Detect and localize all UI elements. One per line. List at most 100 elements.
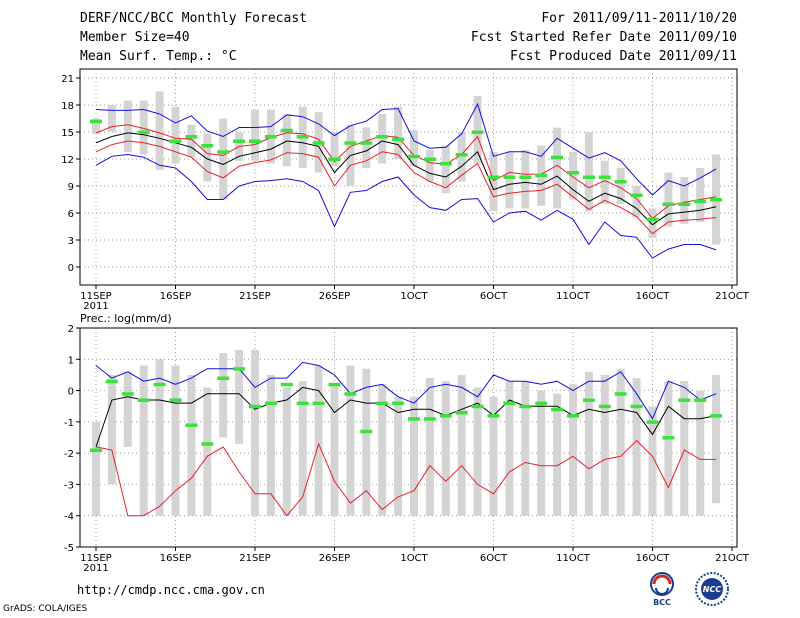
mean-marker [201, 442, 214, 446]
mean-marker [678, 202, 691, 206]
spread-box [171, 365, 180, 516]
mean-marker [169, 398, 182, 402]
x-tick-label: 16SEP [160, 553, 191, 564]
spread-box [600, 374, 609, 516]
y-tick-label: -5 [64, 543, 74, 554]
x-tick-label: 11SEP [80, 553, 111, 564]
mean-marker [662, 202, 675, 206]
x-tick-label: 1OCT [400, 553, 428, 564]
mean-marker [376, 401, 389, 406]
source-url[interactable]: http://cmdp.ncc.cma.gov.cn [77, 583, 265, 597]
y-tick-label: -1 [64, 418, 74, 429]
mean-marker [614, 180, 627, 184]
spread-box [282, 114, 291, 167]
spread-box [425, 378, 434, 516]
spread-box [569, 384, 577, 516]
spread-box [632, 186, 641, 218]
x-tick-label: 21SEP [239, 553, 270, 564]
spread-box [314, 365, 323, 516]
mean-marker [678, 398, 691, 402]
produced-date: Fcst Produced Date 2011/09/11 [510, 49, 737, 64]
x-tick-label: 11SEP [80, 291, 111, 302]
mean-marker [471, 404, 484, 409]
mean-marker [408, 417, 420, 421]
x-tick-label: 11OCT [556, 553, 591, 564]
y-tick-label: 3 [68, 236, 74, 247]
spread-box [362, 127, 371, 168]
y-tick-label: 15 [61, 128, 74, 139]
bcc-logo: BCC [650, 572, 674, 607]
ncc-logo-text: NCC [703, 585, 722, 594]
mean-marker [264, 135, 277, 139]
spread-box [378, 384, 387, 516]
spread-box [457, 374, 466, 516]
median-line [95, 386, 717, 448]
spread-box [696, 168, 705, 222]
mean-marker [598, 175, 611, 179]
spread-box [505, 381, 514, 516]
mean-marker [519, 175, 532, 179]
spread-box [664, 172, 673, 227]
mean-marker [646, 217, 659, 222]
mean-marker [439, 414, 452, 418]
forecast-period: For 2011/09/11-2011/10/20 [541, 11, 737, 26]
spread-box [107, 105, 116, 132]
x-tick-label: 26SEP [319, 291, 350, 302]
y-tick-label: -4 [64, 512, 74, 523]
spread-box [521, 150, 530, 209]
mean-marker [503, 175, 516, 179]
mean-marker [710, 198, 723, 202]
mean-marker [137, 398, 150, 402]
spread-box [219, 353, 228, 438]
spread-box [187, 124, 196, 158]
x-tick-label: 26SEP [319, 553, 350, 564]
x-tick-label: 6OCT [480, 553, 508, 564]
x-tick-label: 16OCT [636, 553, 671, 564]
mean-marker [535, 401, 548, 406]
y-tick-label: 12 [61, 155, 74, 166]
x-tick-label: 16OCT [636, 291, 671, 302]
y-tick-label: 6 [68, 209, 74, 220]
spread-box [330, 132, 339, 167]
spread-box [346, 365, 355, 516]
mean-marker [169, 139, 182, 143]
mean-marker [471, 130, 484, 134]
spread-box [632, 378, 641, 516]
y-tick-label: 0 [68, 387, 74, 398]
spread-box [712, 374, 721, 504]
spread-box [123, 371, 132, 447]
y-tick-label: 1 [68, 355, 74, 366]
spread-box [235, 349, 244, 444]
mean-marker [296, 135, 309, 139]
y-tick-label: 0 [68, 263, 74, 274]
spread-box [680, 381, 689, 516]
y-tick-label: 9 [68, 182, 74, 193]
mean-marker [249, 139, 261, 143]
variable-label: Mean Surf. Temp.: °C [80, 49, 237, 64]
precip-panel-title: Prec.: log(mm/d) [80, 312, 172, 325]
mean-marker [408, 154, 420, 159]
mean-marker [328, 382, 341, 387]
mean-marker [439, 162, 452, 166]
spread-box [394, 106, 403, 159]
spread-box [155, 359, 164, 516]
mean-marker [328, 157, 341, 161]
mean-marker [710, 414, 723, 418]
mean-marker [90, 448, 102, 453]
spread-box [425, 150, 434, 182]
mean-marker [233, 367, 246, 371]
mean-marker [233, 139, 246, 143]
spread-box [505, 151, 514, 209]
plot-frame [79, 68, 738, 286]
mean-marker [360, 141, 373, 145]
mean-marker [392, 137, 405, 142]
mean-marker [598, 404, 611, 409]
spread-box [489, 396, 498, 516]
x-tick-label: 21SEP [239, 291, 270, 302]
spread-box [648, 406, 657, 516]
spread-box [537, 390, 546, 516]
x-tick-label: 21OCT [715, 553, 750, 564]
spread-box [410, 396, 418, 516]
